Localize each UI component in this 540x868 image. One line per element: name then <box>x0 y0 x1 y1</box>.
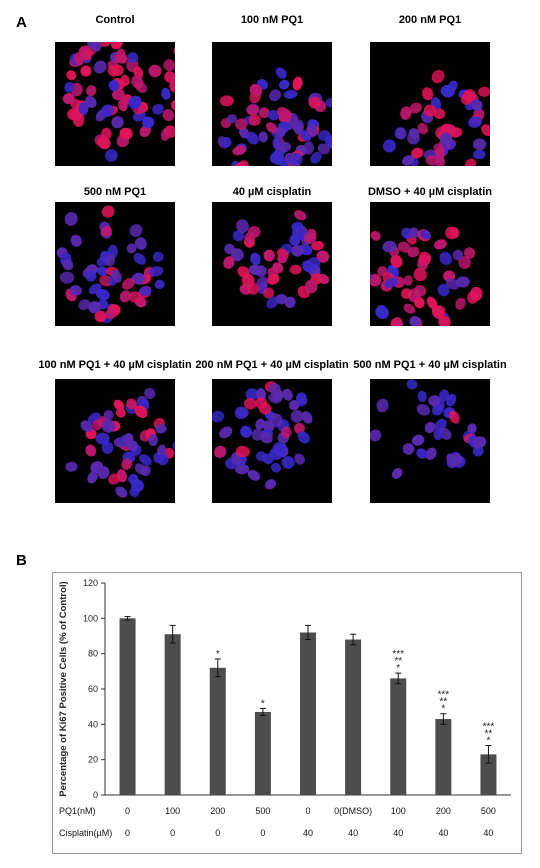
significance-marker: *** <box>392 649 404 660</box>
y-tick-label: 40 <box>88 719 98 729</box>
significance-marker: * <box>441 704 445 715</box>
cisplatin-row-label: Cisplatin(µM) <box>59 828 112 838</box>
micrograph-title: 100 nM PQ1 + 40 µM cisplatin <box>38 359 192 371</box>
pq1-dose-label: 100 <box>391 806 406 816</box>
pq1-row-label: PQ1(nM) <box>59 806 96 816</box>
cisplatin-dose-label: 40 <box>438 828 448 838</box>
y-tick-label: 0 <box>93 790 98 800</box>
significance-marker: ** <box>485 729 493 740</box>
error-bar <box>440 713 447 725</box>
micrograph-title: Control <box>95 14 135 26</box>
significance-marker: ** <box>394 656 402 667</box>
bar <box>345 639 362 795</box>
pq1-dose-label: 0(DMSO) <box>334 806 372 816</box>
cisplatin-dose-label: 40 <box>483 828 493 838</box>
micrograph-title: 200 nM PQ1 <box>398 14 462 26</box>
micrograph-image <box>212 202 332 326</box>
error-bar <box>259 707 266 716</box>
micrograph-image <box>55 379 175 503</box>
bar <box>300 632 316 795</box>
y-tick-label: 80 <box>88 649 98 659</box>
significance-marker: * <box>216 649 220 660</box>
cisplatin-dose-label: 0 <box>260 828 265 838</box>
y-tick-label: 120 <box>83 578 98 588</box>
bar <box>164 634 181 795</box>
micrograph-image <box>370 202 490 326</box>
micrograph-image <box>212 379 332 503</box>
panel-a-label: A <box>16 14 27 31</box>
pq1-dose-label: 100 <box>165 806 180 816</box>
error-bar <box>169 624 176 644</box>
significance-marker: * <box>396 663 400 674</box>
error-bar <box>395 672 402 685</box>
significance-marker: *** <box>437 690 449 701</box>
micrograph-title: 200 nM PQ1 + 40 µM cisplatin <box>195 359 349 371</box>
y-tick-label: 100 <box>83 613 98 623</box>
micrograph-cells <box>55 202 175 326</box>
cisplatin-dose-label: 0 <box>125 828 130 838</box>
error-bar <box>214 658 221 678</box>
micrograph-cells <box>212 202 332 326</box>
error-bar <box>124 616 131 621</box>
bar <box>254 711 271 795</box>
micrograph-cells <box>212 42 332 166</box>
pq1-dose-label: 500 <box>481 806 496 816</box>
pq1-dose-label: 500 <box>255 806 270 816</box>
micrograph-image <box>55 42 175 166</box>
bar <box>209 667 226 795</box>
panel-b-label: B <box>16 552 27 569</box>
y-axis-label: Percentage of Ki67 Positive Cells (% of … <box>58 581 69 796</box>
y-tick-label: 20 <box>88 755 98 765</box>
micrograph-image <box>370 42 490 166</box>
micrograph-image <box>55 202 175 326</box>
micrograph-title: 500 nM PQ1 + 40 µM cisplatin <box>353 359 507 371</box>
pq1-dose-label: 200 <box>210 806 225 816</box>
cisplatin-dose-label: 40 <box>393 828 403 838</box>
micrograph-title: 100 nM PQ1 <box>240 14 304 26</box>
significance-marker: * <box>486 736 490 747</box>
error-bar <box>350 633 357 646</box>
bar-chart: Percentage of Ki67 Positive Cells (% of … <box>52 572 522 854</box>
cisplatin-dose-label: 0 <box>215 828 220 838</box>
micrograph-title: 500 nM PQ1 <box>83 186 147 198</box>
cisplatin-dose-label: 0 <box>170 828 175 838</box>
significance-marker: ** <box>439 697 447 708</box>
micrograph-title: DMSO + 40 µM cisplatin <box>367 186 492 198</box>
significance-marker: * <box>261 698 265 709</box>
bar <box>390 678 407 795</box>
micrograph-cells <box>370 42 490 166</box>
micrograph-image <box>370 379 490 503</box>
bar <box>119 618 136 795</box>
cisplatin-dose-label: 40 <box>348 828 358 838</box>
micrograph-cells <box>370 202 490 326</box>
bar <box>480 754 497 795</box>
micrograph-cells <box>370 379 490 503</box>
bar-chart-svg: Percentage of Ki67 Positive Cells (% of … <box>58 578 511 838</box>
y-tick-label: 60 <box>88 684 98 694</box>
significance-marker: *** <box>483 722 495 733</box>
micrograph-cells <box>55 379 175 503</box>
error-bar <box>485 745 492 764</box>
micrograph-title: 40 µM cisplatin <box>232 186 312 198</box>
cisplatin-dose-label: 40 <box>303 828 313 838</box>
error-bar <box>305 624 311 641</box>
micrograph-image <box>212 42 332 166</box>
pq1-dose-label: 0 <box>305 806 310 816</box>
micrograph-cells <box>55 42 175 166</box>
pq1-dose-label: 0 <box>125 806 130 816</box>
micrograph-cells <box>212 379 332 503</box>
pq1-dose-label: 200 <box>436 806 451 816</box>
bar <box>435 719 452 795</box>
